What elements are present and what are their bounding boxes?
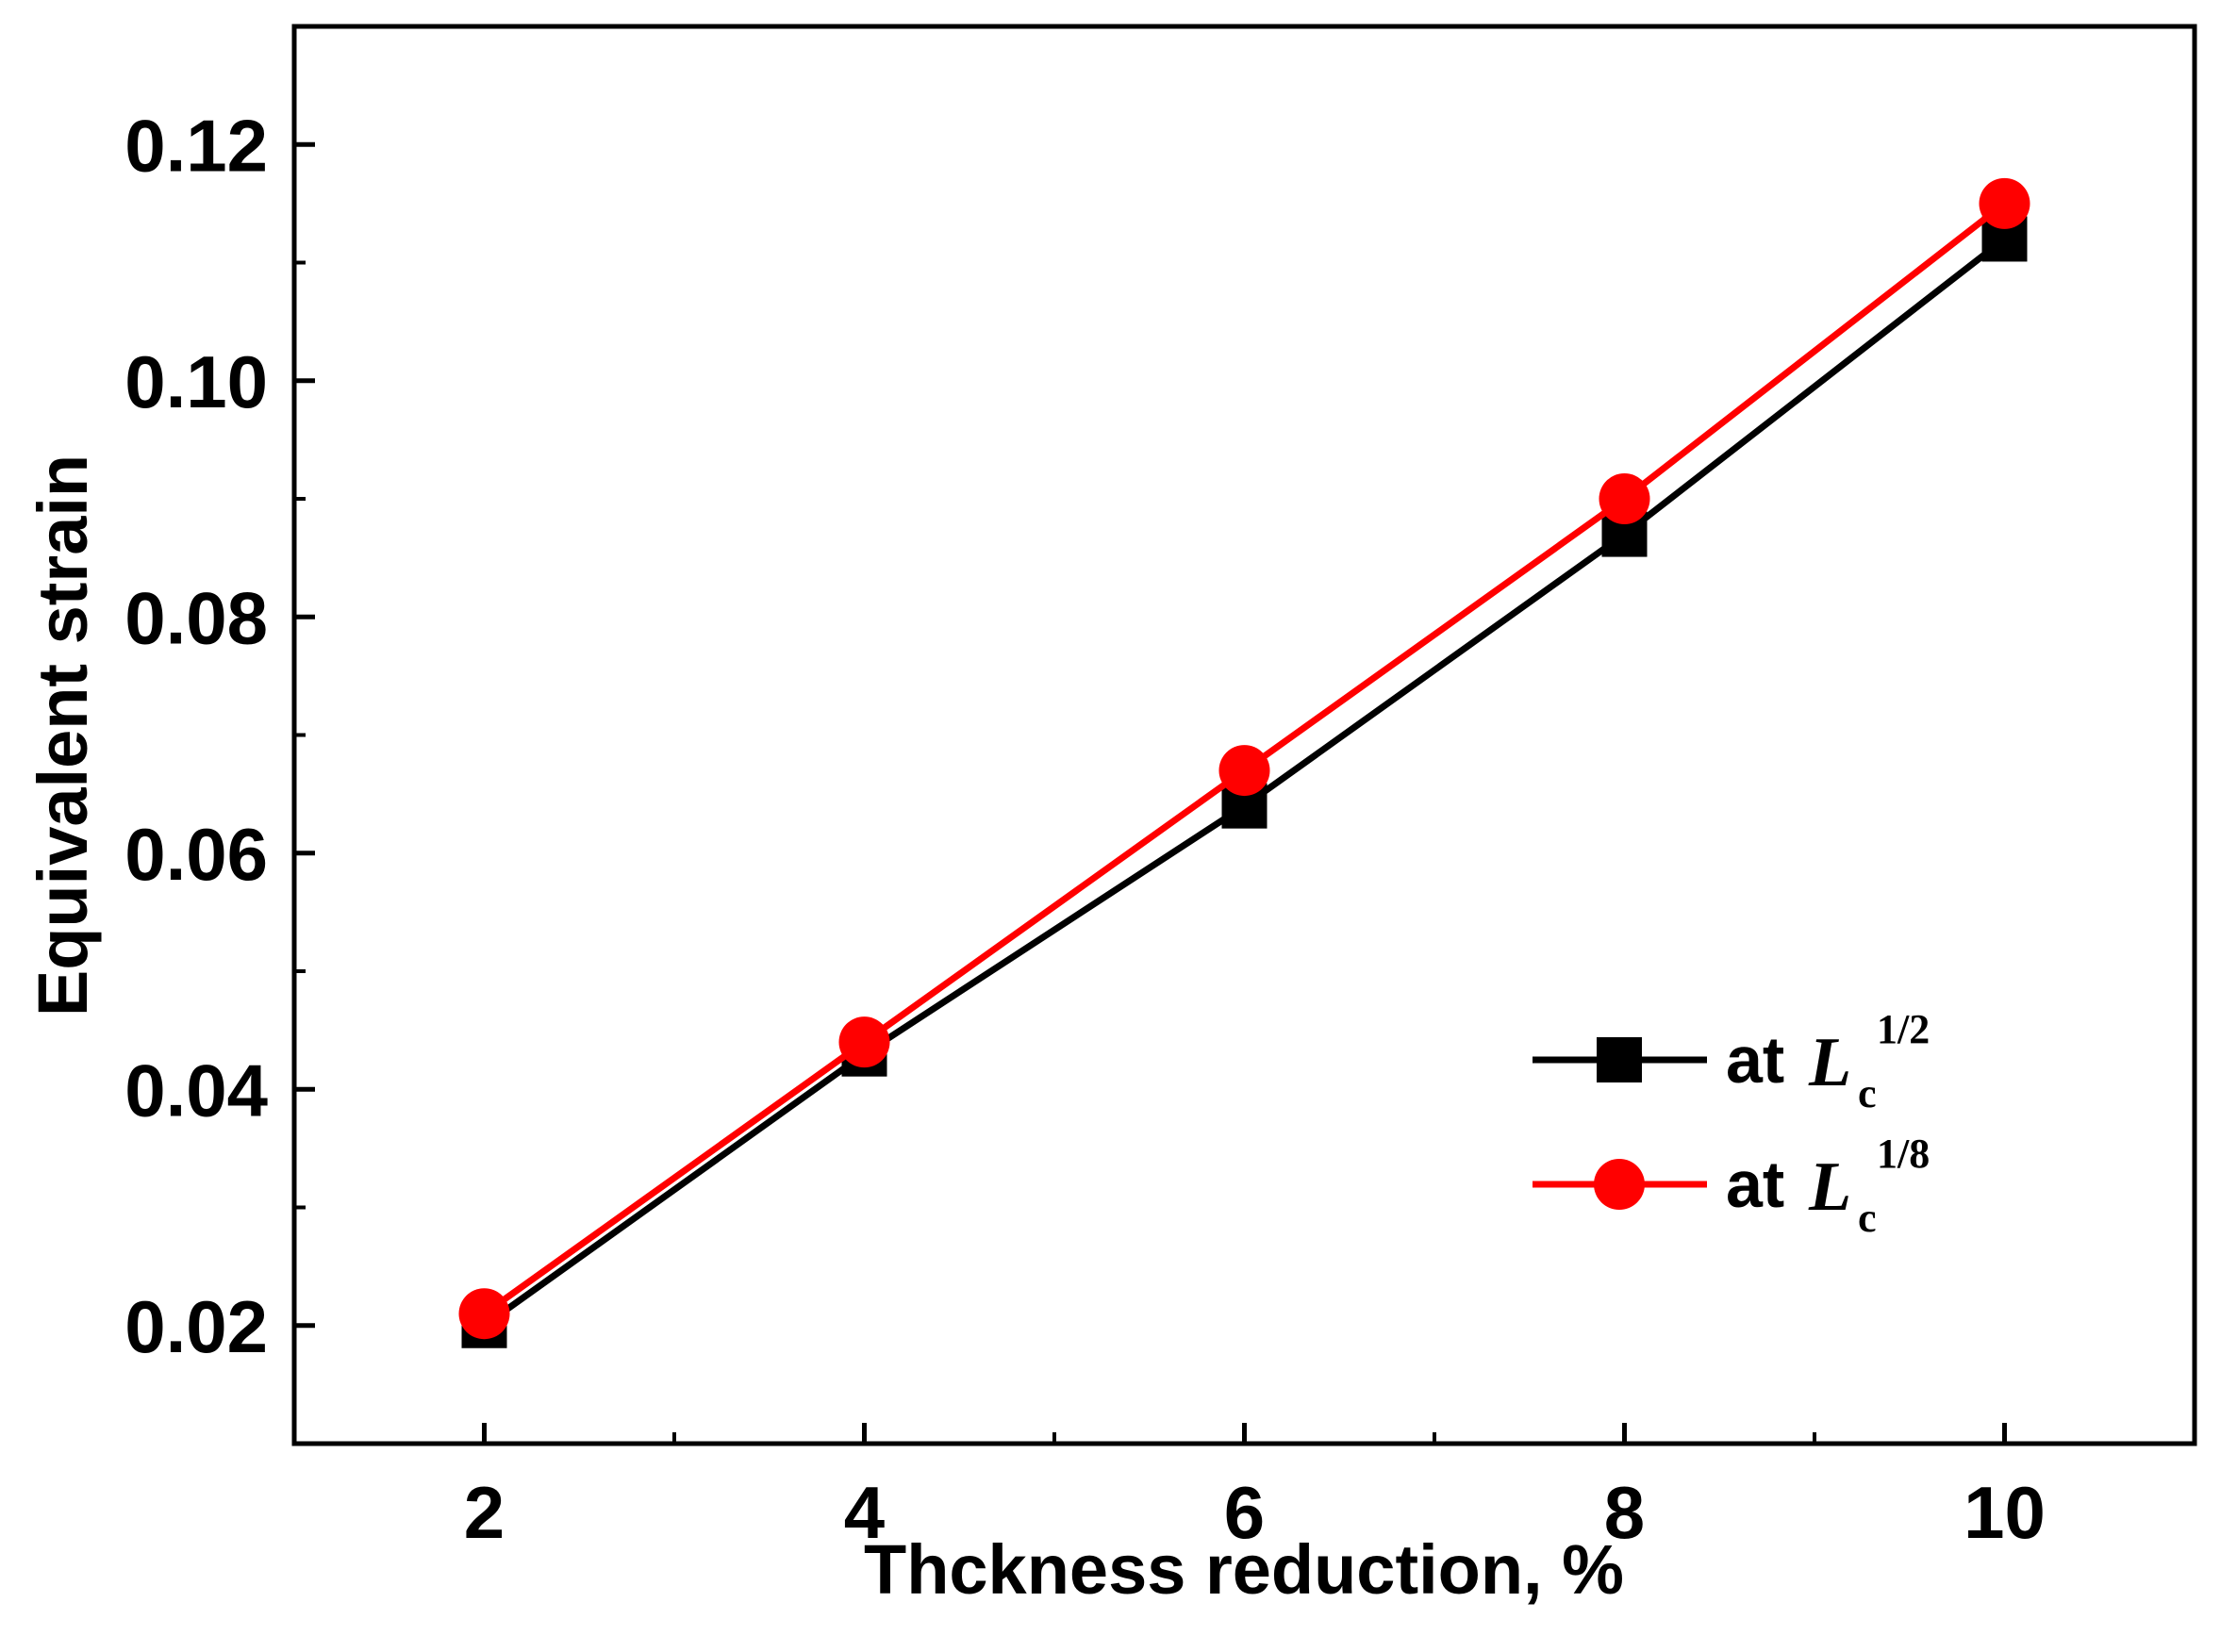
data-point-circle <box>1599 473 1650 524</box>
series-layer <box>458 177 2030 1348</box>
y-tick-label: 0.10 <box>124 340 268 423</box>
legend-subscript: c <box>1858 1195 1877 1241</box>
y-tick-label: 0.04 <box>124 1049 268 1132</box>
legend-superscript: 1/2 <box>1877 1006 1930 1052</box>
x-tick-label: 8 <box>1604 1471 1645 1554</box>
y-axis-title: Equivalent strain <box>24 454 102 1016</box>
y-tick-label: 0.12 <box>124 104 268 187</box>
data-point-circle <box>458 1288 510 1340</box>
legend-marker-square <box>1597 1037 1642 1082</box>
x-tick-label: 10 <box>1964 1471 2046 1554</box>
plot-frame <box>291 24 2197 1446</box>
legend-marker-circle <box>1594 1159 1645 1210</box>
x-axis-title: Thckness reduction, % <box>864 1530 1624 1609</box>
x-tick-label: 4 <box>844 1471 885 1554</box>
legend-prefix: at <box>1726 1148 1784 1221</box>
legend-variable: L <box>1808 1148 1851 1226</box>
data-point-circle <box>1979 177 2030 229</box>
series-1 <box>461 216 2028 1348</box>
legend-prefix: at <box>1726 1023 1784 1097</box>
series-2 <box>458 177 2030 1340</box>
y-tick-label: 0.06 <box>124 813 268 896</box>
data-point-circle <box>1218 745 1270 797</box>
y-axis-ticks: 0.02 0.04 0.06 0.08 0.10 0.12 <box>124 104 315 1368</box>
legend-subscript: c <box>1858 1070 1877 1116</box>
legend-variable: L <box>1808 1024 1851 1101</box>
x-tick-label: 2 <box>464 1471 505 1554</box>
y-tick-label: 0.02 <box>124 1285 268 1368</box>
data-point-circle <box>838 1016 890 1068</box>
y-tick-label: 0.08 <box>124 576 268 659</box>
legend-superscript: 1/8 <box>1877 1131 1930 1177</box>
x-tick-label: 6 <box>1224 1471 1265 1554</box>
x-axis-ticks: 2 4 6 8 10 <box>464 1423 2046 1554</box>
